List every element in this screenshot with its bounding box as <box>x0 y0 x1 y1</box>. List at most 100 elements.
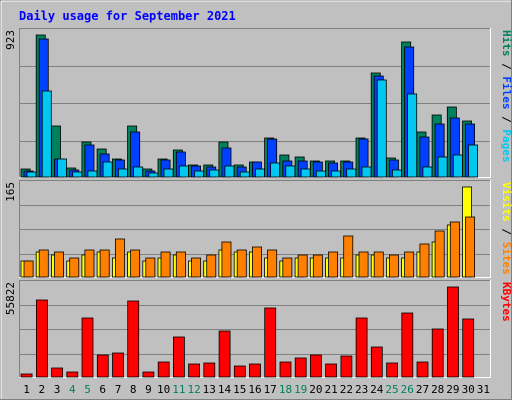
bar-pages-day-26 <box>407 93 418 178</box>
bar-pages-day-19 <box>300 168 311 178</box>
bar-pages-day-5 <box>87 170 98 178</box>
bar-kbytes-day-9 <box>142 371 155 378</box>
bar-sites-day-22 <box>343 235 354 278</box>
x-tick-label: 6 <box>99 383 106 396</box>
x-tick-label: 28 <box>431 383 444 396</box>
bar-pages-day-1 <box>26 171 37 178</box>
bar-pages-day-27 <box>422 166 433 178</box>
bar-pages-day-16 <box>254 168 265 178</box>
svg-text:KBytes: KBytes <box>500 282 512 322</box>
bar-sites-day-10 <box>160 251 171 278</box>
x-tick-label: 10 <box>157 383 170 396</box>
bar-pages-day-7 <box>118 168 128 178</box>
bar-sites-day-30 <box>465 216 476 278</box>
x-tick-label: 15 <box>233 383 246 396</box>
bar-sites-day-1 <box>23 260 34 278</box>
bar-pages-day-15 <box>239 171 250 178</box>
bar-pages-day-9 <box>148 172 159 178</box>
bar-sites-day-21 <box>328 251 339 278</box>
bar-pages-day-4 <box>72 171 83 178</box>
svg-text:Hits / Files / Pages: Hits / Files / Pages <box>500 30 512 163</box>
bar-kbytes-day-26 <box>401 312 414 378</box>
x-tick-label: 14 <box>218 383 232 396</box>
bar-kbytes-day-13 <box>203 362 216 378</box>
bar-sites-day-9 <box>145 257 156 278</box>
bar-sites-day-11 <box>175 251 186 278</box>
x-tick-label: 26 <box>401 383 414 396</box>
bar-kbytes-day-24 <box>370 346 383 378</box>
bar-pages-day-6 <box>102 161 113 178</box>
bar-sites-day-27 <box>419 243 430 278</box>
bar-sites-day-29 <box>449 221 460 278</box>
bar-kbytes-day-3 <box>51 367 63 378</box>
bar-kbytes-day-8 <box>127 300 140 378</box>
x-tick-label: 8 <box>130 383 137 396</box>
bar-kbytes-day-12 <box>188 363 201 378</box>
bar-sites-day-23 <box>358 251 369 278</box>
bar-pages-day-2 <box>41 90 52 178</box>
bar-pages-day-3 <box>57 158 68 178</box>
x-tick-label: 21 <box>324 383 337 396</box>
bar-sites-day-17 <box>267 249 278 278</box>
legend-pages: Pages <box>500 129 512 162</box>
x-tick-label: 5 <box>84 383 91 396</box>
bar-sites-day-5 <box>84 249 95 278</box>
bar-sites-day-24 <box>373 251 384 278</box>
x-tick-label: 24 <box>370 383 384 396</box>
bar-pages-day-29 <box>452 154 463 178</box>
bar-pages-day-28 <box>437 156 448 178</box>
bar-kbytes-day-10 <box>157 361 170 378</box>
x-tick-label: 1 <box>23 383 30 396</box>
bar-kbytes-day-22 <box>340 355 353 378</box>
bar-kbytes-day-23 <box>355 317 368 378</box>
chart-title: Daily usage for September 2021 <box>19 9 236 23</box>
x-tick-label: 2 <box>38 383 45 396</box>
bar-kbytes-day-29 <box>447 286 459 378</box>
bar-kbytes-day-20 <box>309 354 322 378</box>
bar-pages-day-23 <box>361 166 372 178</box>
x-tick-label: 9 <box>145 383 152 396</box>
legend-visits: Visits <box>500 182 512 222</box>
x-tick-label: 20 <box>309 383 322 396</box>
x-tick-label: 4 <box>69 383 76 396</box>
legend-top: Hits / Files / Pages <box>500 30 512 163</box>
bar-sites-day-18 <box>282 257 293 278</box>
bar-kbytes-day-16 <box>249 363 261 378</box>
bar-sites-day-25 <box>388 254 399 278</box>
bar-kbytes-day-30 <box>462 318 475 378</box>
bar-sites-day-12 <box>191 257 202 278</box>
bar-kbytes-day-25 <box>386 362 399 378</box>
bar-kbytes-day-2 <box>36 299 48 378</box>
x-tick-label: 30 <box>462 383 475 396</box>
bar-pages-day-18 <box>285 165 296 178</box>
y-max-label: 923 <box>4 30 17 50</box>
bar-kbytes-day-14 <box>218 330 231 378</box>
bar-sites-day-7 <box>115 238 125 278</box>
x-tick-label: 13 <box>203 383 216 396</box>
bar-pages-day-30 <box>468 144 479 178</box>
legend-kbytes: KBytes <box>500 282 512 322</box>
bar-pages-day-14 <box>224 165 235 178</box>
bar-sites-day-15 <box>236 249 247 278</box>
bar-kbytes-day-11 <box>172 336 185 378</box>
y-max-label: 165 <box>4 182 17 202</box>
bar-sites-day-2 <box>38 249 49 278</box>
legend-sites: Sites <box>500 242 512 275</box>
bar-pages-day-24 <box>376 79 387 178</box>
x-tick-label: 19 <box>294 383 307 396</box>
bar-kbytes-day-4 <box>66 371 79 378</box>
bar-kbytes-day-18 <box>279 361 292 378</box>
bar-kbytes-day-7 <box>112 352 124 378</box>
bar-sites-day-8 <box>130 249 141 278</box>
bar-pages-day-22 <box>346 168 357 178</box>
x-tick-label: 25 <box>385 383 398 396</box>
x-tick-label: 17 <box>264 383 277 396</box>
svg-text:Visits / Sites: Visits / Sites <box>500 182 512 275</box>
bar-kbytes-day-17 <box>264 307 277 378</box>
bar-pages-day-11 <box>178 165 189 178</box>
bar-kbytes-day-19 <box>294 357 307 378</box>
bar-kbytes-day-1 <box>20 373 33 378</box>
x-tick-label: 27 <box>416 383 429 396</box>
bar-pages-day-20 <box>315 170 326 178</box>
